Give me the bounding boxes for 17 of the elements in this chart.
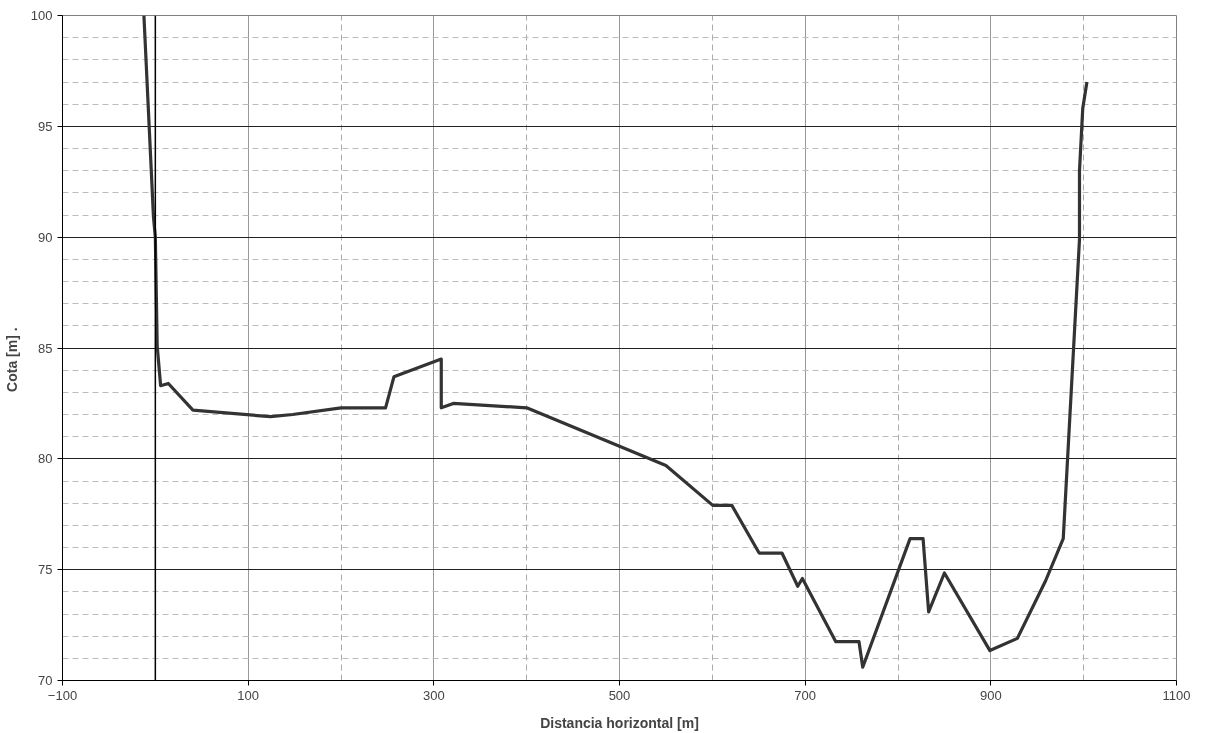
line-series xyxy=(142,15,1089,669)
x-tick-label: 700 xyxy=(794,687,817,703)
x-tick-label: 1100 xyxy=(1162,687,1191,703)
x-tick-label: −100 xyxy=(47,687,78,703)
y-axis-title: Cota [m] . xyxy=(3,327,20,392)
y-tick-label: 80 xyxy=(38,451,53,467)
y-tick-label: 75 xyxy=(38,562,53,578)
y-tick-label: 100 xyxy=(30,8,53,23)
x-tick-label: 300 xyxy=(422,687,445,703)
x-axis-title: Distancia horizontal [m] xyxy=(540,714,699,731)
x-tick-label: 100 xyxy=(237,687,260,703)
x-tick-label: 900 xyxy=(979,687,1002,703)
y-tick-label: 85 xyxy=(38,340,53,356)
x-tick-label: 500 xyxy=(608,687,631,703)
y-tick-label: 95 xyxy=(38,118,53,134)
y-tick-label: 70 xyxy=(38,673,53,688)
y-tick-label: 90 xyxy=(38,229,53,245)
